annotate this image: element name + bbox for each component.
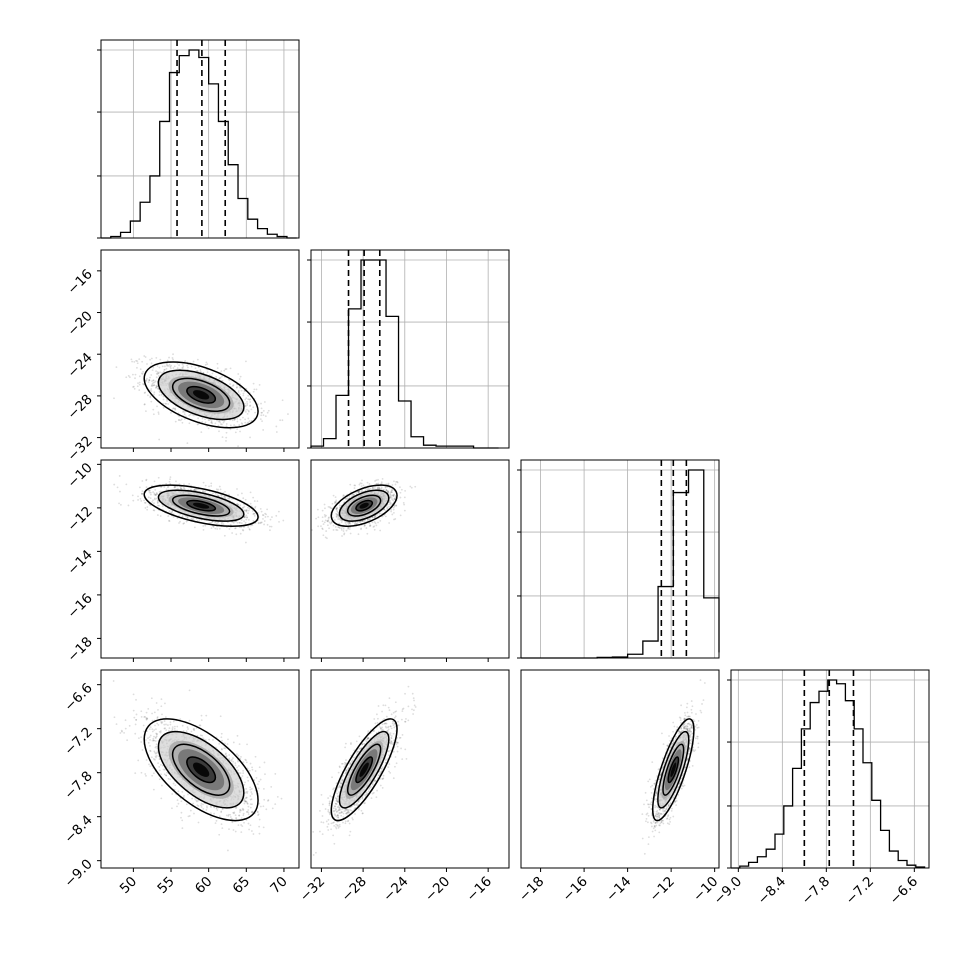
xtick-label-3-2: −7.8 <box>799 874 833 908</box>
histogram-2 <box>521 469 720 659</box>
pair-frame-0-1 <box>100 249 300 449</box>
pair-frame-1-3 <box>310 669 510 869</box>
hist-panel-1 <box>307 249 510 449</box>
ytick-label-2-1: −16 <box>64 590 95 621</box>
density-level-4 <box>670 762 677 777</box>
ytick-label-3-3: −7.2 <box>61 724 95 758</box>
ytick-label-3-4: −6.6 <box>61 680 95 714</box>
pair-panel-1-2 <box>310 459 510 659</box>
xtick-label-3-0: −9.0 <box>711 874 745 908</box>
contour-3 <box>330 484 398 528</box>
contour-2 <box>657 730 690 809</box>
pair-panel-1-3 <box>310 669 510 869</box>
contour-3 <box>143 361 259 429</box>
contour-2 <box>338 730 390 809</box>
hist-panel-2 <box>517 459 720 659</box>
xtick-label-0-4: 70 <box>267 874 290 897</box>
contour-2 <box>157 369 245 421</box>
xtick-label-2-2: −14 <box>603 874 634 905</box>
xtick-label-1-4: −16 <box>464 874 495 905</box>
xtick-label-1-2: −24 <box>380 874 411 905</box>
density-level-4 <box>359 762 369 777</box>
ytick-label-1-4: −16 <box>64 266 95 297</box>
pair-panel-0-1 <box>100 249 300 449</box>
contour-1 <box>171 494 231 517</box>
hist-panel-0 <box>97 39 300 239</box>
contour-1 <box>171 377 231 413</box>
ytick-label-1-1: −28 <box>64 391 95 422</box>
histogram-3 <box>731 679 926 869</box>
xtick-label-2-1: −16 <box>559 874 590 905</box>
xtick-label-0-1: 55 <box>154 874 177 897</box>
contour-3 <box>651 718 695 822</box>
xtick-label-1-1: −28 <box>338 874 369 905</box>
pair-frame-0-3 <box>100 669 300 869</box>
hist-frame-0 <box>100 39 300 239</box>
ytick-label-2-2: −14 <box>64 547 95 578</box>
contour-0 <box>186 756 217 784</box>
contour-2 <box>338 489 390 522</box>
ytick-label-2-0: −18 <box>64 634 95 665</box>
contour-1 <box>346 743 382 796</box>
contour-1 <box>346 494 382 517</box>
ytick-label-1-0: −32 <box>64 433 95 464</box>
ytick-label-3-0: −9.0 <box>61 856 95 890</box>
xtick-label-3-3: −7.2 <box>843 874 877 908</box>
contour-1 <box>662 743 685 796</box>
density-level-4 <box>192 390 210 400</box>
pair-frame-1-2 <box>310 459 510 659</box>
pair-frame-0-2 <box>100 459 300 659</box>
xtick-label-3-1: −8.4 <box>755 874 789 908</box>
contour-0 <box>186 385 217 404</box>
pair-panel-0-3 <box>100 669 300 869</box>
density-level-4 <box>192 762 210 777</box>
contour-3 <box>330 718 398 822</box>
hist-frame-1 <box>310 249 510 449</box>
contour-0 <box>186 499 217 512</box>
hist-panel-3 <box>727 669 930 869</box>
pair-panel-0-2 <box>100 459 300 659</box>
ytick-label-2-3: −12 <box>64 503 95 534</box>
contour-0 <box>355 756 374 784</box>
pair-panel-2-3 <box>520 669 720 869</box>
xtick-label-2-3: −12 <box>646 874 677 905</box>
contour-2 <box>157 730 245 809</box>
ytick-label-2-4: −10 <box>64 460 95 491</box>
xtick-label-0-3: 65 <box>230 874 253 897</box>
xtick-label-3-4: −6.6 <box>887 874 921 908</box>
contour-0 <box>355 499 374 512</box>
xtick-label-2-0: −18 <box>516 874 547 905</box>
xtick-label-0-2: 60 <box>192 874 215 897</box>
ytick-label-3-2: −7.8 <box>61 768 95 802</box>
contour-0 <box>667 756 680 784</box>
hist-frame-3 <box>730 669 930 869</box>
contour-3 <box>143 718 259 822</box>
xtick-label-0-0: 50 <box>117 874 140 897</box>
contour-1 <box>171 743 231 796</box>
xtick-label-1-0: −32 <box>297 874 328 905</box>
pair-frame-2-3 <box>520 669 720 869</box>
ytick-label-1-3: −20 <box>64 308 95 339</box>
histogram-0 <box>101 49 297 239</box>
histogram-1 <box>310 259 499 449</box>
hist-frame-2 <box>520 459 720 659</box>
ytick-label-1-2: −24 <box>64 350 95 381</box>
xtick-label-1-3: −20 <box>422 874 453 905</box>
density-level-4 <box>192 502 210 509</box>
contour-2 <box>157 489 245 522</box>
ytick-label-3-1: −8.4 <box>61 812 95 846</box>
contour-3 <box>143 484 259 528</box>
